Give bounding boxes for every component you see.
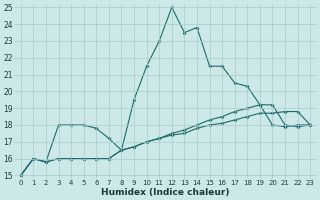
X-axis label: Humidex (Indice chaleur): Humidex (Indice chaleur) bbox=[101, 188, 230, 197]
